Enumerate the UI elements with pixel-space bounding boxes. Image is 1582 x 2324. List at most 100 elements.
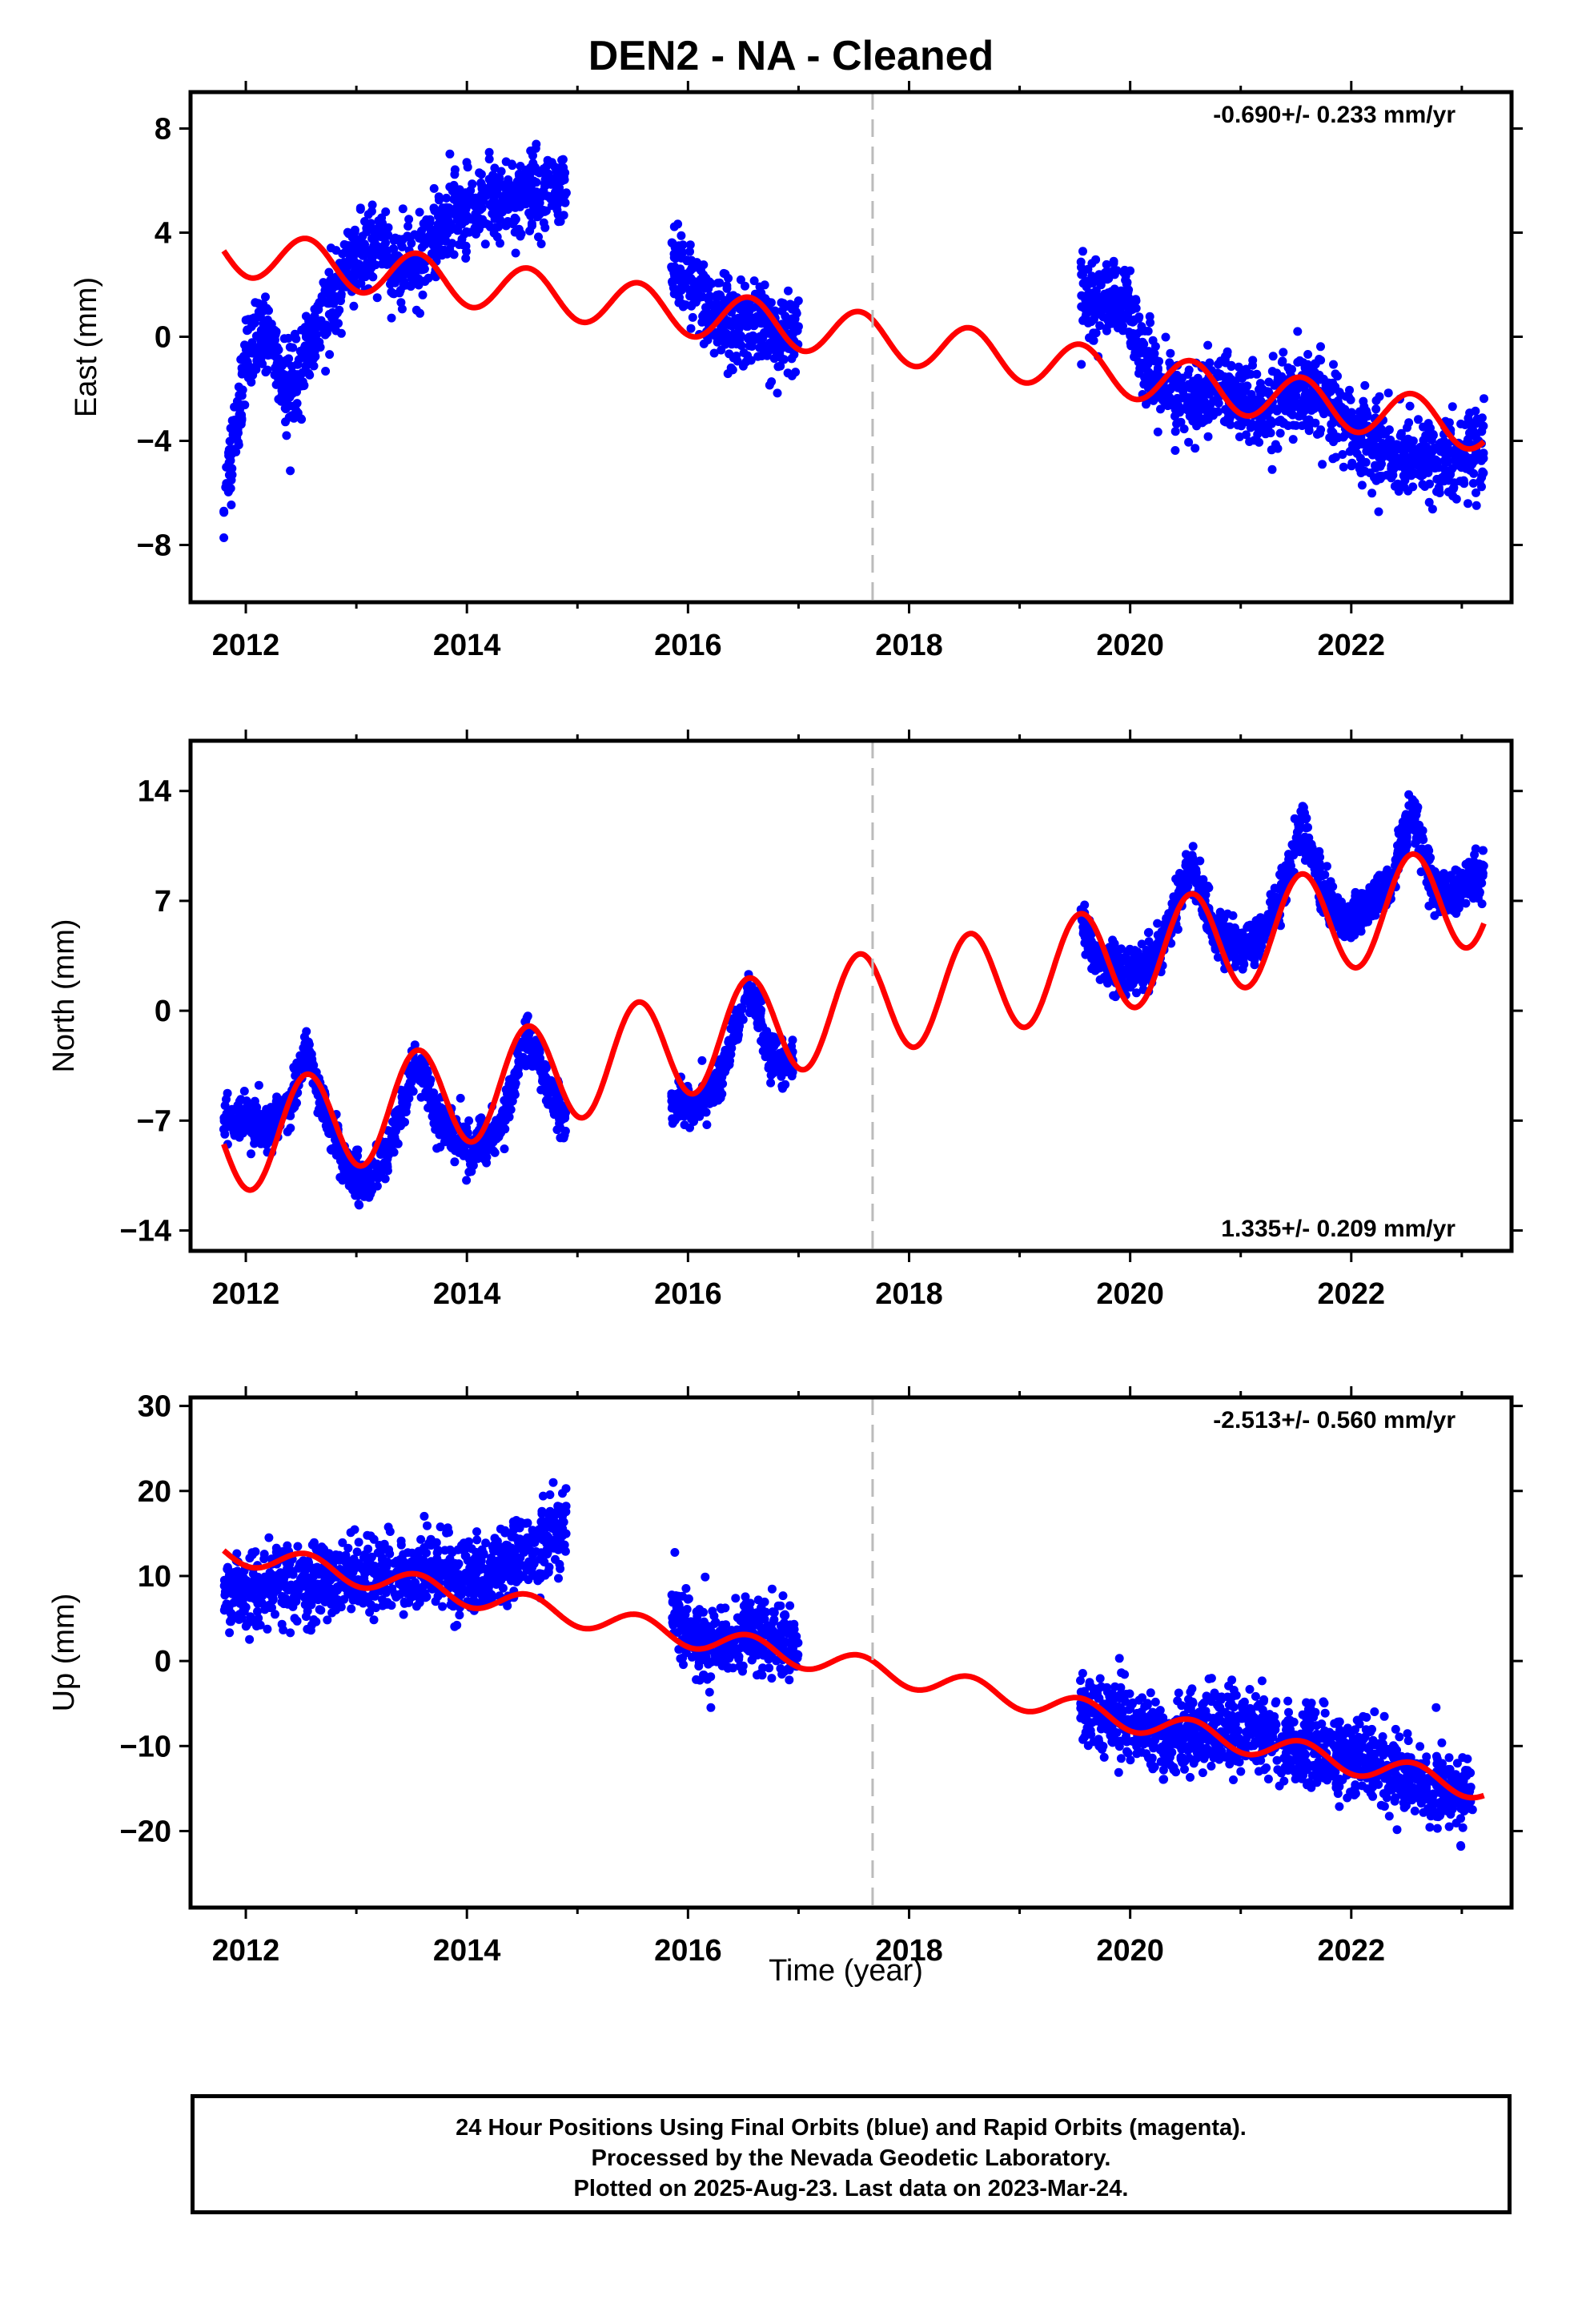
data-point: [560, 198, 570, 207]
data-point: [290, 1103, 299, 1112]
data-point: [400, 277, 409, 287]
data-point: [784, 286, 793, 296]
data-point: [1333, 372, 1342, 381]
data-point: [372, 293, 382, 303]
data-point: [1176, 417, 1186, 427]
data-point: [1102, 326, 1111, 336]
data-point: [442, 193, 452, 203]
x-tick-label: 2014: [433, 629, 501, 662]
data-point: [1273, 404, 1283, 414]
data-point: [737, 1004, 747, 1014]
data-point: [1231, 953, 1240, 963]
data-point: [1293, 384, 1302, 394]
y-tick-label: 8: [155, 113, 171, 147]
data-point: [1083, 264, 1093, 274]
data-point: [1296, 406, 1306, 416]
data-point: [732, 340, 741, 349]
data-point: [689, 277, 699, 286]
data-point: [251, 298, 260, 308]
data-point: [722, 1057, 732, 1067]
data-point: [471, 209, 480, 219]
data-point: [389, 289, 399, 299]
data-point: [336, 328, 346, 338]
data-point: [1080, 939, 1090, 947]
data-point: [1220, 355, 1230, 364]
data-point: [302, 1027, 311, 1036]
data-point: [556, 163, 565, 172]
data-point: [234, 440, 243, 450]
data-point: [1219, 914, 1229, 923]
data-point: [396, 298, 406, 308]
data-point: [449, 180, 459, 190]
data-point: [1142, 347, 1151, 356]
data-point: [1161, 332, 1170, 342]
data-point: [1332, 433, 1342, 443]
data-point: [484, 175, 494, 184]
data-point: [1367, 489, 1377, 498]
data-point: [1322, 862, 1331, 871]
data-point: [704, 296, 713, 304]
data-point: [462, 1123, 472, 1132]
data-point: [757, 332, 766, 341]
data-point: [1338, 450, 1347, 459]
data-point: [343, 227, 352, 237]
data-point: [274, 354, 283, 363]
data-point: [1089, 315, 1098, 324]
data-point: [671, 1090, 681, 1099]
data-point: [1248, 356, 1258, 365]
data-point: [367, 200, 377, 210]
data-point: [1360, 380, 1370, 390]
data-point: [541, 206, 551, 215]
data-point: [1278, 883, 1287, 892]
data-point: [1407, 438, 1416, 447]
data-point: [429, 1088, 439, 1098]
data-point: [443, 229, 452, 239]
data-point: [271, 330, 280, 340]
data-point: [500, 1144, 509, 1154]
data-point: [1459, 476, 1468, 485]
data-point: [1144, 951, 1154, 960]
data-point: [428, 1112, 437, 1121]
data-point: [351, 1148, 361, 1156]
data-point: [1288, 435, 1298, 444]
data-point: [498, 202, 508, 211]
data-point: [779, 299, 788, 308]
data-point: [1480, 394, 1488, 404]
data-point: [235, 418, 244, 428]
data-point: [1145, 312, 1154, 321]
data-point: [1286, 862, 1295, 870]
data-point: [709, 348, 719, 358]
data-point: [787, 354, 797, 364]
data-point: [745, 990, 754, 999]
data-point: [235, 404, 244, 414]
data-point: [279, 369, 288, 379]
data-point: [1143, 327, 1153, 336]
data-point: [461, 241, 471, 251]
data-point: [691, 297, 701, 307]
data-point: [1334, 906, 1343, 915]
data-point: [330, 1144, 339, 1153]
data-point: [1334, 399, 1343, 408]
data-point: [1122, 286, 1132, 296]
chart-title: DEN2 - NA - Cleaned: [588, 33, 994, 79]
data-point: [251, 332, 261, 340]
data-point: [678, 247, 688, 257]
data-point: [496, 1129, 505, 1139]
data-point: [668, 277, 677, 287]
data-point: [749, 276, 759, 286]
data-point: [246, 347, 255, 356]
data-point: [1307, 361, 1317, 371]
data-point: [408, 257, 418, 267]
data-point: [483, 1144, 492, 1154]
data-point: [367, 207, 376, 216]
data-point: [560, 1126, 570, 1136]
data-point: [315, 343, 325, 352]
data-point: [492, 232, 502, 242]
data-point: [414, 279, 423, 287]
data-point: [1394, 487, 1403, 496]
x-tick-label: 2022: [1318, 629, 1386, 662]
data-point: [1221, 922, 1231, 931]
data-point: [791, 368, 801, 377]
data-point: [793, 326, 802, 336]
data-point: [762, 320, 772, 330]
